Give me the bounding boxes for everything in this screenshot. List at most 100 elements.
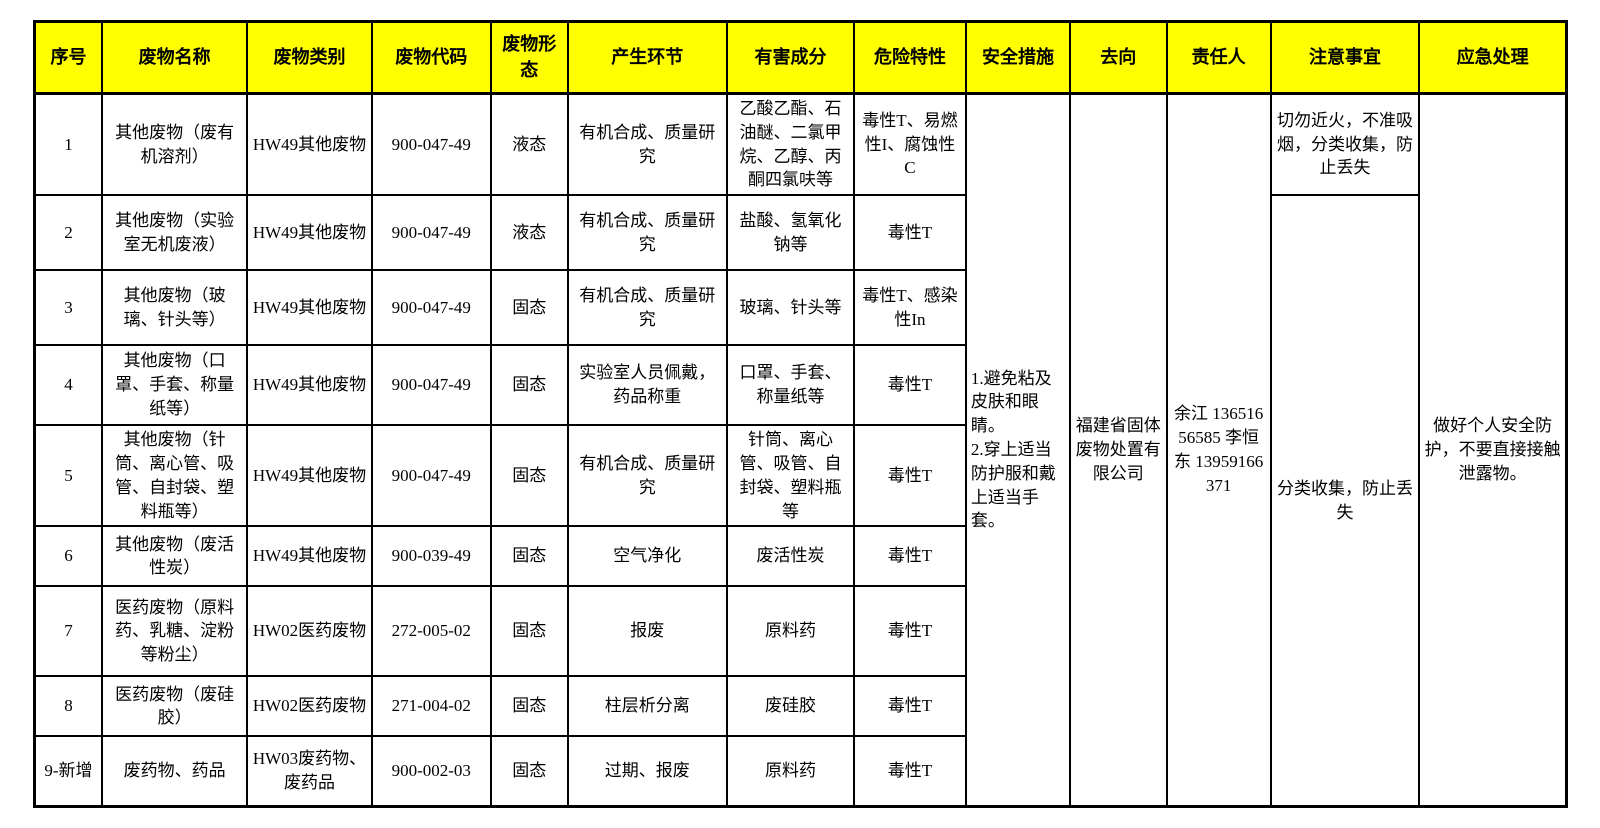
hazardous-waste-table-sheet: 序号 废物名称 废物类别 废物代码 废物形态 产生环节 有害成分 危险特性 安全… bbox=[33, 20, 1568, 808]
col-header-notes: 注意事宜 bbox=[1269, 20, 1421, 95]
waste-name-cell: 其他废物（针筒、离心管、吸管、自封袋、塑料瓶等） bbox=[100, 424, 249, 528]
form-cell: 固态 bbox=[490, 585, 569, 678]
form-cell: 液态 bbox=[490, 194, 569, 272]
hazard-cell: 毒性T、易燃性I、腐蚀性C bbox=[853, 92, 967, 197]
waste-name-cell: 其他废物（实验室无机废液） bbox=[100, 194, 249, 272]
serial-cell: 8 bbox=[33, 675, 103, 738]
category-cell: HW03废药物、废药品 bbox=[246, 735, 373, 808]
form-cell: 固态 bbox=[490, 735, 569, 808]
table-row: 5 其他废物（针筒、离心管、吸管、自封袋、塑料瓶等） HW49其他废物 900-047… bbox=[33, 424, 1567, 528]
form-cell: 固态 bbox=[490, 269, 569, 347]
hazardous-waste-table: 序号 废物名称 废物类别 废物代码 废物形态 产生环节 有害成分 危险特性 安全… bbox=[33, 20, 1568, 808]
code-cell: 272-005-02 bbox=[370, 585, 493, 678]
serial-cell: 5 bbox=[33, 424, 103, 528]
form-cell: 液态 bbox=[490, 92, 569, 197]
col-header-source: 产生环节 bbox=[566, 20, 728, 95]
hazard-cell: 毒性T bbox=[853, 525, 967, 588]
waste-name-cell: 其他废物（玻璃、针头等） bbox=[100, 269, 249, 347]
col-header-emergency: 应急处理 bbox=[1418, 20, 1568, 95]
col-header-serial: 序号 bbox=[33, 20, 103, 95]
col-header-hazard: 危险特性 bbox=[853, 20, 967, 95]
waste-name-cell: 其他废物（口罩、手套、称量纸等） bbox=[100, 344, 249, 427]
source-cell: 有机合成、质量研究 bbox=[566, 92, 728, 197]
form-cell: 固态 bbox=[490, 344, 569, 427]
waste-name-cell: 其他废物（废活性炭） bbox=[100, 525, 249, 588]
serial-cell: 1 bbox=[33, 92, 103, 197]
responsible-cell: 余江 13651656585 李恒东 13959166371 bbox=[1165, 92, 1272, 808]
code-cell: 900-047-49 bbox=[370, 92, 493, 197]
source-cell: 有机合成、质量研究 bbox=[566, 269, 728, 347]
code-cell: 900-047-49 bbox=[370, 269, 493, 347]
waste-name-cell: 废药物、药品 bbox=[100, 735, 249, 808]
category-cell: HW49其他废物 bbox=[246, 424, 373, 528]
hazard-cell: 毒性T bbox=[853, 194, 967, 272]
serial-cell: 2 bbox=[33, 194, 103, 272]
components-cell: 废活性炭 bbox=[725, 525, 856, 588]
waste-name-cell: 医药废物（废硅胶） bbox=[100, 675, 249, 738]
serial-cell: 6 bbox=[33, 525, 103, 588]
safety-measures-cell: 1.避免粘及皮肤和眼睛。 2.穿上适当防护服和戴上适当手套。 bbox=[964, 92, 1072, 808]
category-cell: HW02医药废物 bbox=[246, 585, 373, 678]
code-cell: 900-002-03 bbox=[370, 735, 493, 808]
notes-cell-row1: 切勿近火，不准吸烟，分类收集，防止丢失 bbox=[1269, 92, 1421, 197]
col-header-responsible: 责任人 bbox=[1165, 20, 1272, 95]
table-row: 2 其他废物（实验室无机废液） HW49其他废物 900-047-49 液态 有机合成、质… bbox=[33, 194, 1567, 808]
table-row: 8 医药废物（废硅胶） HW02医药废物 271-004-02 固态 柱层析分离 废硅胶 毒性… bbox=[33, 675, 1567, 738]
source-cell: 有机合成、质量研究 bbox=[566, 424, 728, 528]
table-header-row: 序号 废物名称 废物类别 废物代码 废物形态 产生环节 有害成分 危险特性 安全… bbox=[33, 20, 1568, 95]
category-cell: HW49其他废物 bbox=[246, 344, 373, 427]
table-row: 3 其他废物（玻璃、针头等） HW49其他废物 900-047-49 固态 有机合成、质量… bbox=[33, 269, 1567, 347]
col-header-components: 有害成分 bbox=[725, 20, 856, 95]
category-cell: HW49其他废物 bbox=[246, 194, 373, 272]
hazard-cell: 毒性T bbox=[853, 344, 967, 427]
waste-name-cell: 其他废物（废有机溶剂） bbox=[100, 92, 249, 197]
table-row: 6 其他废物（废活性炭） HW49其他废物 900-039-49 固态 空气净化 废活性炭毒… bbox=[33, 525, 1567, 588]
form-cell: 固态 bbox=[490, 424, 569, 528]
table-body: 1 其他废物（废有机溶剂） HW49其他废物 900-047-49 液态 有机合成、质量研… bbox=[33, 92, 1568, 808]
hazard-cell: 毒性T、感染性In bbox=[853, 269, 967, 347]
source-cell: 有机合成、质量研究 bbox=[566, 194, 728, 272]
col-header-form: 废物形态 bbox=[490, 20, 569, 95]
col-header-safety: 安全措施 bbox=[964, 20, 1072, 95]
serial-cell: 9-新增 bbox=[33, 735, 103, 808]
code-cell: 271-004-02 bbox=[370, 675, 493, 738]
source-cell: 柱层析分离 bbox=[566, 675, 728, 738]
table-row: 7 医药废物（原料药、乳糖、淀粉等粉尘） HW02医药废物 272-005-02 固态报… bbox=[33, 585, 1567, 678]
source-cell: 过期、报废 bbox=[566, 735, 728, 808]
components-cell: 盐酸、氢氧化钠等 bbox=[725, 194, 856, 272]
hazard-cell: 毒性T bbox=[853, 585, 967, 678]
table-row: 1 其他废物（废有机溶剂） HW49其他废物 900-047-49 液态 有机合成、质量研… bbox=[33, 92, 1568, 808]
code-cell: 900-047-49 bbox=[370, 344, 493, 427]
serial-cell: 4 bbox=[33, 344, 103, 427]
col-header-destination: 去向 bbox=[1069, 20, 1168, 95]
components-cell: 原料药 bbox=[725, 585, 856, 678]
table-row: 9-新增 废药物、药品 HW03废药物、废药品 900-002-03 固态 过期、报废 原料… bbox=[33, 735, 1567, 808]
code-cell: 900-047-49 bbox=[370, 424, 493, 528]
category-cell: HW49其他废物 bbox=[246, 269, 373, 347]
category-cell: HW02医药废物 bbox=[246, 675, 373, 738]
category-cell: HW49其他废物 bbox=[246, 525, 373, 588]
serial-cell: 3 bbox=[33, 269, 103, 347]
code-cell: 900-039-49 bbox=[370, 525, 493, 588]
col-header-waste-name: 废物名称 bbox=[100, 20, 249, 95]
category-cell: HW49其他废物 bbox=[246, 92, 373, 197]
emergency-cell: 做好个人安全防护，不要直接接触泄露物。 bbox=[1418, 92, 1568, 808]
notes-cell-rest: 分类收集，防止丢失 bbox=[1269, 194, 1421, 808]
code-cell: 900-047-49 bbox=[370, 194, 493, 272]
form-cell: 固态 bbox=[490, 675, 569, 738]
table-row: 4 其他废物（口罩、手套、称量纸等） HW49其他废物 900-047-49 固态 实验室… bbox=[33, 344, 1567, 427]
components-cell: 废硅胶 bbox=[725, 675, 856, 738]
components-cell: 玻璃、针头等 bbox=[725, 269, 856, 347]
components-cell: 乙酸乙酯、石油醚、二氯甲烷、乙醇、丙酮四氯呋等 bbox=[725, 92, 856, 197]
source-cell: 实验室人员佩戴，药品称重 bbox=[566, 344, 728, 427]
hazard-cell: 毒性T bbox=[853, 735, 967, 808]
components-cell: 口罩、手套、称量纸等 bbox=[725, 344, 856, 427]
hazard-cell: 毒性T bbox=[853, 675, 967, 738]
waste-name-cell: 医药废物（原料药、乳糖、淀粉等粉尘） bbox=[100, 585, 249, 678]
components-cell: 针筒、离心管、吸管、自封袋、塑料瓶等 bbox=[725, 424, 856, 528]
col-header-code: 废物代码 bbox=[370, 20, 493, 95]
form-cell: 固态 bbox=[490, 525, 569, 588]
source-cell: 空气净化 bbox=[566, 525, 728, 588]
col-header-category: 废物类别 bbox=[246, 20, 373, 95]
destination-cell: 福建省固体废物处置有限公司 bbox=[1069, 92, 1168, 808]
